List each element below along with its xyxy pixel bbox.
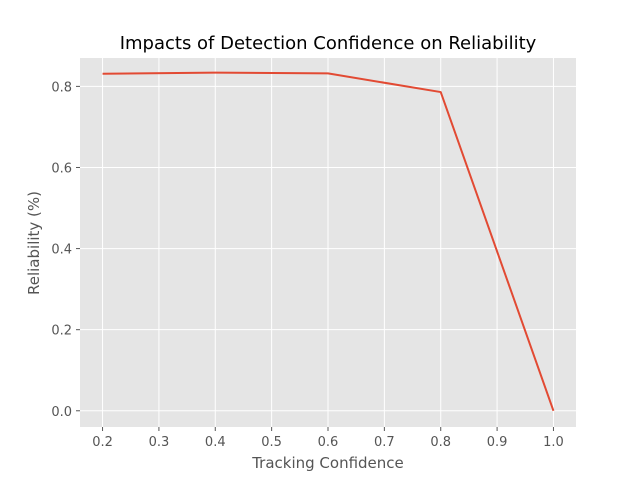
y-tick-label: 0.2: [51, 324, 72, 339]
x-tick-label: 0.9: [487, 435, 508, 450]
series-line: [102, 71, 555, 412]
y-axis-ticks: 0.0 0.2 0.4 0.6 0.8: [51, 80, 80, 420]
y-tick-label: 0.6: [51, 161, 72, 176]
x-axis-label: Tracking Confidence: [251, 454, 404, 472]
x-tick-label: 0.8: [430, 435, 451, 450]
x-tick-label: 0.6: [318, 435, 339, 450]
series-group: [102, 71, 555, 412]
chart-title: Impacts of Detection Confidence on Relia…: [120, 33, 537, 54]
y-tick-label: 0.0: [51, 405, 72, 420]
x-tick-label: 0.4: [205, 435, 226, 450]
x-tick-label: 0.5: [261, 435, 282, 450]
y-tick-label: 0.4: [51, 243, 72, 258]
grid-lines: [80, 58, 576, 427]
x-tick-label: 0.3: [149, 435, 170, 450]
x-tick-label: 0.7: [374, 435, 395, 450]
y-axis-label: Reliability (%): [25, 191, 43, 295]
x-axis-ticks: 0.2 0.3 0.4 0.5 0.6 0.7 0.8 0.9 1.0: [92, 427, 564, 450]
x-tick-label: 1.0: [543, 435, 564, 450]
y-tick-label: 0.8: [51, 80, 72, 95]
x-tick-label: 0.2: [92, 435, 113, 450]
